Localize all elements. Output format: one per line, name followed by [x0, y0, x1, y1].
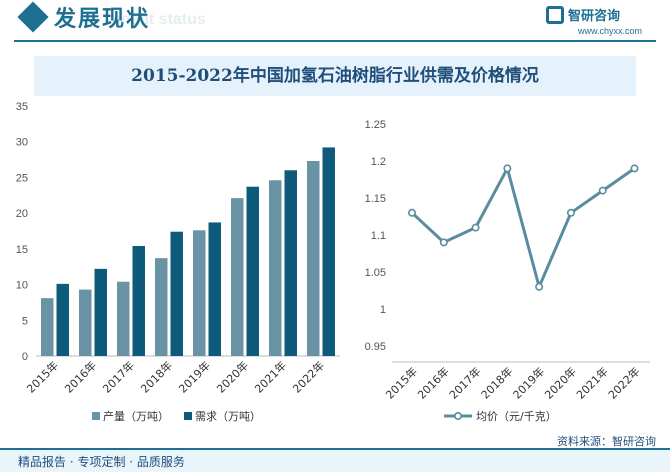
bar-demand: [170, 231, 183, 356]
price-point: [408, 208, 417, 217]
bar-production: [79, 289, 92, 356]
legend-label: 均价（元/千克）: [476, 410, 557, 423]
price-point: [535, 282, 544, 291]
y-tick-label: 1.1: [371, 230, 386, 242]
y-tick-label: 35: [16, 101, 28, 113]
bar-demand: [208, 222, 221, 356]
logo-mark-icon: [546, 6, 564, 24]
logo-name: 智研咨询: [568, 9, 621, 24]
header-divider: [14, 40, 656, 42]
y-tick-label: 30: [16, 137, 28, 149]
chart-title-bar: 2015-2022年中国加氢石油树脂行业供需及价格情况: [34, 56, 636, 96]
bar-demand: [284, 170, 297, 356]
footer-tagline: 精品报告 · 专项定制 · 品质服务: [18, 455, 185, 469]
y-tick-label: 1.2: [371, 156, 386, 168]
price-point: [598, 186, 607, 195]
brand-logo: 智研咨询 www.chyxx.com: [546, 6, 656, 40]
legend-label: 需求（万吨）: [195, 410, 261, 423]
x-tick-label: 2022年: [605, 364, 642, 401]
x-tick-label: 2015年: [383, 364, 420, 401]
price-point: [566, 208, 575, 217]
diamond-icon: [17, 1, 49, 33]
price-line-chart: 0.9511.051.11.151.21.252015年2016年2017年20…: [365, 119, 650, 423]
bar-demand: [56, 283, 69, 356]
x-tick-label: 2020年: [214, 358, 251, 395]
y-tick-label: 1.05: [365, 267, 386, 279]
x-tick-label: 2015年: [24, 358, 61, 395]
bar-production: [307, 161, 320, 356]
bar-demand: [246, 186, 259, 356]
chart-title: 2015-2022年中国加氢石油树脂行业供需及价格情况: [131, 66, 539, 86]
y-tick-label: 0: [22, 351, 28, 363]
header: ment status 发展现状 智研咨询 www.chyxx.com: [0, 0, 670, 44]
x-tick-label: 2016年: [414, 364, 451, 401]
y-tick-label: 10: [16, 280, 28, 292]
price-point: [471, 223, 480, 232]
price-point: [439, 238, 448, 247]
bar-production: [193, 230, 206, 356]
x-tick-label: 2018年: [138, 358, 175, 395]
y-tick-label: 5: [22, 315, 28, 327]
price-point: [503, 164, 512, 173]
bar-production: [155, 258, 168, 356]
y-tick-label: 1.15: [365, 193, 386, 205]
y-tick-label: 25: [16, 172, 28, 184]
bar-demand: [322, 147, 335, 356]
bar-production: [41, 298, 54, 356]
bar-demand: [94, 268, 107, 356]
bar-production: [231, 198, 244, 356]
price-point: [630, 164, 639, 173]
price-series-line: [410, 164, 636, 292]
section-title: 发展现状: [54, 7, 151, 32]
y-tick-label: 15: [16, 244, 28, 256]
logo-url: www.chyxx.com: [578, 26, 643, 36]
section-ghost-text: ment status: [116, 11, 206, 28]
bar-production: [269, 180, 282, 356]
legend-swatch: [184, 412, 192, 420]
source-note: 资料来源：智研咨询: [557, 435, 656, 448]
x-tick-label: 2022年: [290, 358, 327, 395]
x-tick-label: 2021年: [252, 358, 289, 395]
y-tick-label: 0.95: [365, 341, 386, 353]
y-tick-label: 1.25: [365, 119, 386, 131]
legend-marker: [454, 411, 463, 420]
x-tick-label: 2016年: [62, 358, 99, 395]
x-tick-label: 2018年: [478, 364, 515, 401]
x-tick-label: 2017年: [446, 364, 483, 401]
bar-demand: [132, 246, 145, 356]
bar-production: [117, 281, 130, 356]
y-tick-label: 20: [16, 208, 28, 220]
x-tick-label: 2020年: [542, 364, 579, 401]
x-tick-label: 2021年: [573, 364, 610, 401]
x-tick-label: 2019年: [176, 358, 213, 395]
x-tick-label: 2017年: [100, 358, 137, 395]
footer-divider: [0, 448, 670, 450]
legend-swatch: [92, 412, 100, 420]
footer: 精品报告 · 专项定制 · 品质服务: [0, 448, 670, 472]
legend-label: 产量（万吨）: [103, 409, 169, 423]
y-tick-label: 1: [380, 304, 386, 316]
x-tick-label: 2019年: [510, 364, 547, 401]
